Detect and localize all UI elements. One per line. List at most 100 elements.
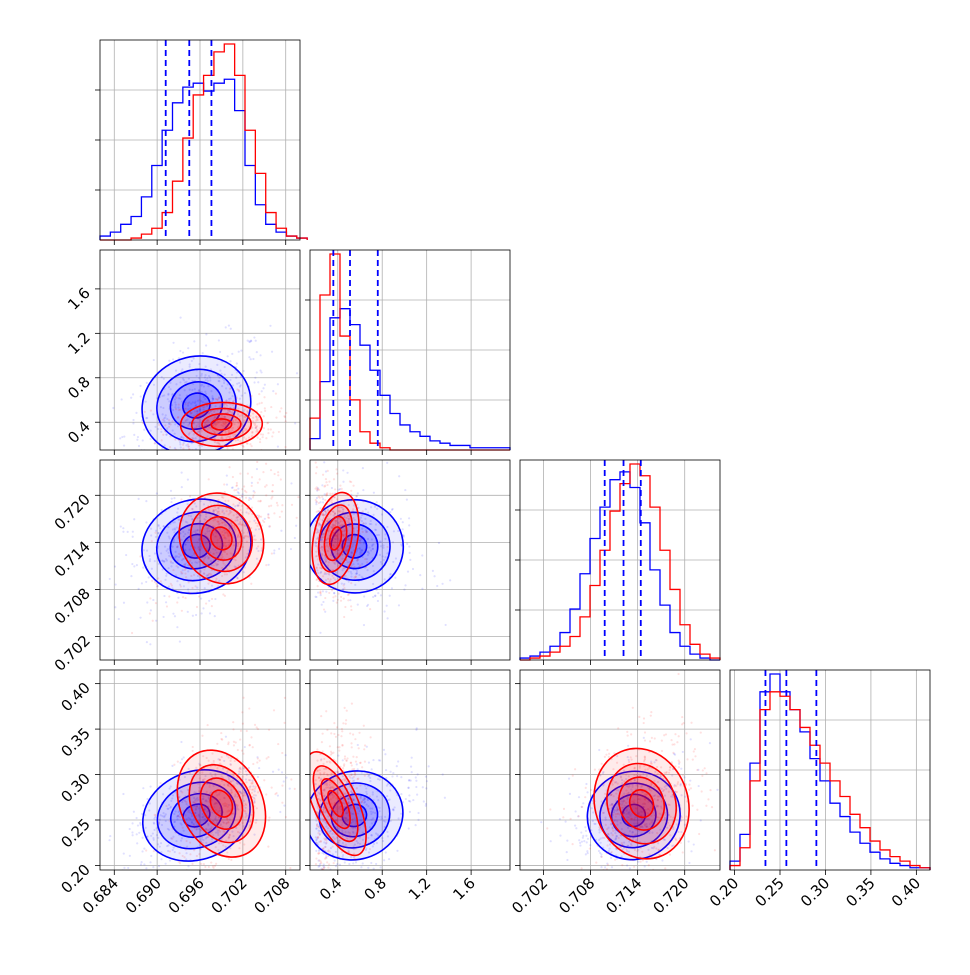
scatter-point-blue — [225, 736, 227, 738]
scatter-point-blue — [690, 850, 692, 852]
scatter-point-blue — [169, 859, 171, 861]
scatter-point-red — [322, 474, 324, 476]
scatter-point-red — [200, 863, 202, 865]
scatter-point-red — [611, 851, 613, 853]
scatter-point-blue — [132, 531, 134, 533]
scatter-point-blue — [635, 905, 637, 907]
scatter-point-red — [196, 606, 198, 608]
scatter-point-red — [203, 863, 205, 865]
scatter-point-red — [344, 755, 346, 757]
scatter-point-red — [334, 595, 336, 597]
scatter-point-blue — [179, 762, 181, 764]
scatter-point-red — [321, 848, 323, 850]
scatter-point-blue — [319, 632, 321, 634]
scatter-point-blue — [683, 776, 685, 778]
scatter-point-red — [224, 491, 226, 493]
scatter-point-blue — [411, 757, 413, 759]
scatter-point-blue — [391, 587, 393, 589]
scatter-point-red — [346, 757, 348, 759]
scatter-point-blue — [262, 387, 264, 389]
scatter-point-red — [306, 814, 308, 816]
scatter-point-red — [315, 499, 317, 501]
scatter-point-blue — [264, 518, 266, 520]
scatter-point-red — [168, 419, 170, 421]
scatter-point-red — [335, 468, 337, 470]
scatter-point-blue — [409, 811, 411, 813]
scatter-point-red — [682, 722, 684, 724]
scatter-point-blue — [252, 358, 254, 360]
scatter-point-red — [184, 597, 186, 599]
scatter-point-red — [178, 439, 180, 441]
scatter-point-blue — [417, 812, 419, 814]
scatter-point-blue — [566, 859, 568, 861]
scatter-point-red — [187, 402, 189, 404]
scatter-point-red — [354, 858, 356, 860]
scatter-point-blue — [139, 385, 141, 387]
scatter-point-red — [324, 597, 326, 599]
scatter-point-red — [361, 537, 363, 539]
scatter-point-blue — [93, 626, 95, 628]
scatter-point-blue — [149, 861, 151, 863]
scatter-point-red — [352, 733, 354, 735]
scatter-point-blue — [141, 582, 143, 584]
scatter-point-red — [326, 492, 328, 494]
scatter-point-blue — [179, 317, 181, 319]
scatter-point-blue — [141, 850, 143, 852]
scatter-point-blue — [195, 614, 197, 616]
scatter-point-red — [341, 745, 343, 747]
scatter-point-red — [363, 748, 365, 750]
scatter-point-blue — [441, 583, 443, 585]
scatter-point-blue — [417, 773, 419, 775]
scatter-point-red — [281, 504, 283, 506]
scatter-point-red — [226, 871, 228, 873]
scatter-point-red — [252, 496, 254, 498]
scatter-point-blue — [416, 794, 418, 796]
scatter-point-red — [219, 882, 221, 884]
scatter-point-blue — [408, 787, 410, 789]
scatter-point-red — [364, 775, 366, 777]
scatter-point-red — [176, 565, 178, 567]
scatter-point-blue — [363, 624, 365, 626]
scatter-point-blue — [181, 451, 183, 453]
scatter-point-red — [157, 577, 159, 579]
scatter-point-red — [651, 737, 653, 739]
scatter-point-red — [572, 843, 574, 845]
scatter-point-red — [325, 837, 327, 839]
scatter-point-blue — [575, 827, 577, 829]
scatter-point-blue — [141, 837, 143, 839]
scatter-point-blue — [146, 382, 148, 384]
scatter-point-blue — [108, 839, 110, 841]
scatter-point-red — [188, 581, 190, 583]
scatter-point-red — [235, 741, 237, 743]
scatter-point-blue — [332, 600, 334, 602]
scatter-point-red — [351, 774, 353, 776]
scatter-point-red — [324, 846, 326, 848]
scatter-point-red — [227, 743, 229, 745]
scatter-point-blue — [396, 765, 398, 767]
scatter-point-blue — [173, 497, 175, 499]
scatter-point-red — [172, 537, 174, 539]
scatter-point-blue — [272, 390, 274, 392]
scatter-point-blue — [171, 498, 173, 500]
scatter-point-blue — [187, 479, 189, 481]
scatter-point-blue — [693, 843, 695, 845]
scatter-point-blue — [117, 460, 119, 462]
scatter-point-blue — [415, 824, 417, 826]
scatter-point-red — [277, 743, 279, 745]
scatter-point-blue — [362, 862, 364, 864]
scatter-point-blue — [406, 543, 408, 545]
scatter-point-red — [241, 711, 243, 713]
scatter-point-red — [271, 435, 273, 437]
scatter-point-red — [265, 793, 267, 795]
scatter-point-blue — [409, 552, 411, 554]
scatter-point-red — [324, 850, 326, 852]
scatter-point-blue — [698, 785, 700, 787]
scatter-point-blue — [565, 820, 567, 822]
scatter-point-red — [319, 834, 321, 836]
scatter-point-red — [630, 733, 632, 735]
scatter-point-blue — [138, 498, 140, 500]
scatter-point-red — [336, 602, 338, 604]
scatter-point-red — [267, 846, 269, 848]
scatter-point-blue — [248, 356, 250, 358]
scatter-point-red — [352, 485, 354, 487]
